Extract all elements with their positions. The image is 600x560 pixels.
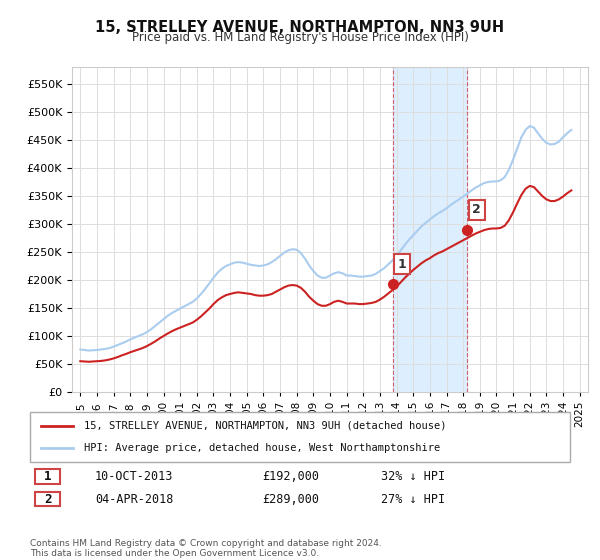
- Text: 2: 2: [472, 203, 481, 216]
- Text: HPI: Average price, detached house, West Northamptonshire: HPI: Average price, detached house, West…: [84, 443, 440, 453]
- Text: This data is licensed under the Open Government Licence v3.0.: This data is licensed under the Open Gov…: [30, 549, 319, 558]
- Text: 1: 1: [44, 470, 52, 483]
- Text: 27% ↓ HPI: 27% ↓ HPI: [381, 493, 445, 506]
- Text: 04-APR-2018: 04-APR-2018: [95, 493, 173, 506]
- Text: £289,000: £289,000: [262, 493, 319, 506]
- Text: 15, STRELLEY AVENUE, NORTHAMPTON, NN3 9UH (detached house): 15, STRELLEY AVENUE, NORTHAMPTON, NN3 9U…: [84, 421, 446, 431]
- Text: 2: 2: [44, 493, 52, 506]
- Text: 32% ↓ HPI: 32% ↓ HPI: [381, 470, 445, 483]
- Bar: [393, 67, 467, 392]
- FancyBboxPatch shape: [35, 469, 60, 484]
- Text: Price paid vs. HM Land Registry's House Price Index (HPI): Price paid vs. HM Land Registry's House …: [131, 31, 469, 44]
- Text: 15, STRELLEY AVENUE, NORTHAMPTON, NN3 9UH: 15, STRELLEY AVENUE, NORTHAMPTON, NN3 9U…: [95, 20, 505, 35]
- FancyBboxPatch shape: [35, 492, 60, 506]
- Text: £192,000: £192,000: [262, 470, 319, 483]
- Text: 10-OCT-2013: 10-OCT-2013: [95, 470, 173, 483]
- FancyBboxPatch shape: [30, 412, 570, 462]
- Text: 1: 1: [398, 258, 407, 270]
- Text: Contains HM Land Registry data © Crown copyright and database right 2024.: Contains HM Land Registry data © Crown c…: [30, 539, 382, 548]
